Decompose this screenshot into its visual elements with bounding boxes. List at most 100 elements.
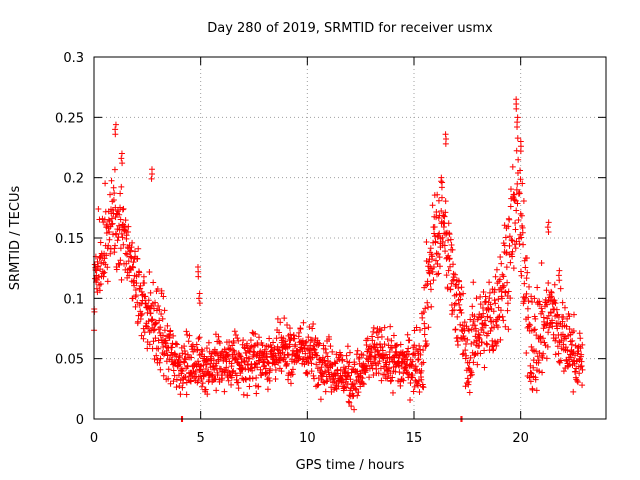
data-point <box>95 206 102 213</box>
data-point <box>311 346 318 353</box>
data-point <box>133 292 140 299</box>
data-point <box>103 252 110 259</box>
data-point <box>236 362 243 369</box>
data-point <box>351 406 358 413</box>
data-point <box>305 334 312 341</box>
data-point <box>480 329 487 336</box>
data-point <box>174 341 181 348</box>
data-point <box>244 340 251 347</box>
data-point <box>487 327 494 334</box>
data-point <box>117 216 124 223</box>
data-point <box>484 305 491 312</box>
data-point <box>527 369 534 376</box>
data-point <box>183 328 190 335</box>
data-point <box>379 347 386 354</box>
data-point <box>541 339 548 346</box>
data-point <box>344 343 351 350</box>
data-point <box>409 372 416 379</box>
data-point <box>200 362 207 369</box>
data-point <box>502 234 509 241</box>
data-point <box>164 322 171 329</box>
data-point <box>477 293 484 300</box>
data-point <box>479 324 486 331</box>
data-point <box>249 329 256 336</box>
data-point <box>484 341 491 348</box>
data-point <box>476 342 483 349</box>
data-point <box>415 382 422 389</box>
data-point <box>547 298 554 305</box>
data-point <box>93 267 100 274</box>
data-point <box>195 377 202 384</box>
data-point <box>369 337 376 344</box>
axis-ticks: 0 0.05 0.1 0.15 0.2 0.25 0.3 0 5 10 15 20 <box>55 51 606 446</box>
data-point <box>435 251 442 258</box>
data-point <box>519 180 526 187</box>
data-point <box>505 326 512 333</box>
data-point <box>467 354 474 361</box>
data-point <box>155 337 162 344</box>
data-point <box>275 359 282 366</box>
data-point <box>376 358 383 365</box>
data-point <box>471 322 478 329</box>
data-point <box>147 289 154 296</box>
data-point <box>522 264 529 271</box>
data-point <box>393 342 400 349</box>
data-point <box>470 279 477 286</box>
data-point <box>274 315 281 322</box>
data-point <box>544 343 551 350</box>
data-point <box>498 260 505 267</box>
data-point <box>203 345 210 352</box>
data-point <box>149 316 156 323</box>
data-point <box>480 310 487 317</box>
data-point <box>422 305 429 312</box>
data-point <box>548 289 555 296</box>
data-point <box>115 222 122 229</box>
data-point <box>164 352 171 359</box>
data-point <box>514 135 521 142</box>
data-point <box>577 363 584 370</box>
data-point <box>482 322 489 329</box>
data-point <box>506 233 513 240</box>
data-point <box>532 315 539 322</box>
data-point <box>452 300 459 307</box>
data-point <box>396 369 403 376</box>
data-point <box>170 378 177 385</box>
data-point <box>557 357 564 364</box>
data-point <box>119 234 126 241</box>
data-point <box>315 381 322 388</box>
data-point <box>137 282 144 289</box>
data-point <box>109 220 116 227</box>
data-point <box>469 303 476 310</box>
data-point <box>170 332 177 339</box>
data-point <box>560 368 567 375</box>
data-point <box>172 340 179 347</box>
data-point <box>499 295 506 302</box>
data-point <box>424 299 431 306</box>
data-point <box>145 297 152 304</box>
data-point <box>368 349 375 356</box>
data-point <box>97 239 104 246</box>
data-point <box>524 269 531 276</box>
data-point <box>181 355 188 362</box>
data-point <box>312 349 319 356</box>
data-point <box>416 388 423 395</box>
data-point <box>445 220 452 227</box>
data-point <box>261 346 268 353</box>
data-point <box>314 352 321 359</box>
data-point <box>302 350 309 357</box>
data-point <box>161 327 168 334</box>
data-point <box>105 242 112 249</box>
data-point <box>118 230 125 237</box>
data-point <box>448 242 455 249</box>
data-point <box>317 396 324 403</box>
data-point <box>246 383 253 390</box>
data-point <box>516 190 523 197</box>
data-point <box>578 362 585 369</box>
data-point <box>445 237 452 244</box>
data-point <box>213 349 220 356</box>
data-point <box>435 270 442 277</box>
data-point <box>442 248 449 255</box>
data-point <box>160 372 167 379</box>
data-point <box>222 367 229 374</box>
data-point <box>195 335 202 342</box>
